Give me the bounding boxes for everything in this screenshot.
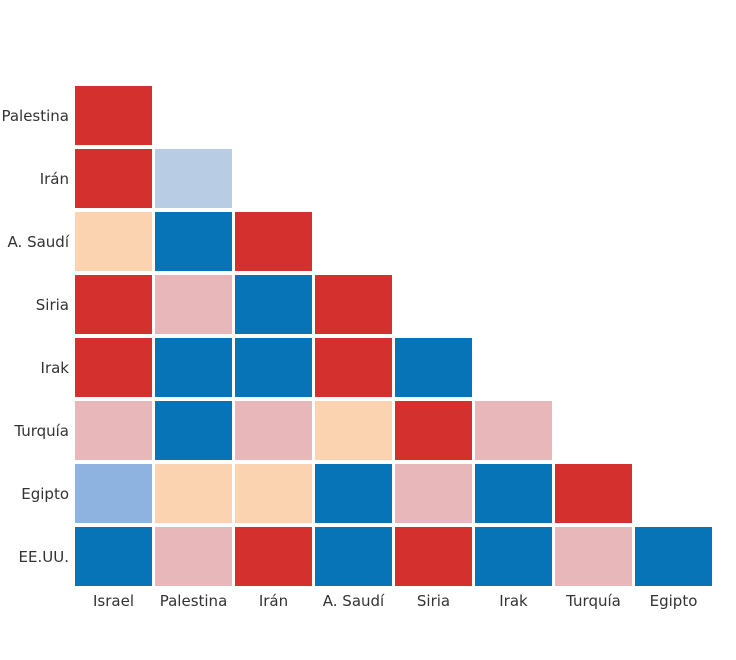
heatmap-cell[interactable] (75, 86, 152, 145)
heatmap-cell[interactable] (75, 275, 152, 334)
heatmap-cell[interactable] (635, 527, 712, 586)
heatmap-cell[interactable] (395, 401, 472, 460)
x-axis-label-turqu-a: Turquía (566, 592, 621, 610)
heatmap-cell[interactable] (315, 275, 392, 334)
heatmap-cell[interactable] (235, 275, 312, 334)
heatmap-cell[interactable] (315, 527, 392, 586)
heatmap-cell[interactable] (235, 338, 312, 397)
heatmap-cell[interactable] (75, 338, 152, 397)
heatmap-cell[interactable] (395, 338, 472, 397)
x-axis-label-a-saud-: A. Saudí (322, 592, 385, 610)
heatmap-cell[interactable] (75, 464, 152, 523)
y-axis-label-egipto: Egipto (21, 485, 69, 503)
y-axis-label-turqu-a: Turquía (14, 422, 69, 440)
heatmap-cell[interactable] (235, 527, 312, 586)
heatmap-cell[interactable] (155, 527, 232, 586)
y-axis-label-ee-uu-: EE.UU. (18, 548, 69, 566)
x-axis-label-egipto: Egipto (649, 592, 698, 610)
x-axis-label-ir-n: Irán (258, 592, 289, 610)
heatmap-cell[interactable] (475, 527, 552, 586)
y-axis-label-siria: Siria (35, 296, 69, 314)
heatmap-cell[interactable] (155, 464, 232, 523)
heatmap-cell[interactable] (155, 149, 232, 208)
heatmap-cell[interactable] (155, 401, 232, 460)
heatmap-cell[interactable] (155, 275, 232, 334)
heatmap-cell[interactable] (555, 464, 632, 523)
y-axis-label-ir-n: Irán (39, 170, 69, 188)
heatmap-cell[interactable] (75, 149, 152, 208)
heatmap-cell[interactable] (235, 212, 312, 271)
heatmap-cell[interactable] (75, 527, 152, 586)
heatmap-cell[interactable] (155, 338, 232, 397)
x-axis-label-palestina: Palestina (159, 592, 228, 610)
heatmap-cell[interactable] (395, 527, 472, 586)
heatmap-cell[interactable] (475, 464, 552, 523)
heatmap-cell[interactable] (315, 338, 392, 397)
heatmap-cell[interactable] (475, 401, 552, 460)
heatmap-cell[interactable] (315, 401, 392, 460)
x-axis-label-israel: Israel (93, 592, 134, 610)
x-axis-label-siria: Siria (416, 592, 451, 610)
y-axis-label-a-saud-: A. Saudí (7, 233, 69, 251)
heatmap-cell[interactable] (235, 464, 312, 523)
heatmap-cell[interactable] (555, 527, 632, 586)
heatmap-cell[interactable] (75, 401, 152, 460)
heatmap-cell[interactable] (75, 212, 152, 271)
heatmap-cell[interactable] (395, 464, 472, 523)
x-axis-label-irak: Irak (499, 592, 528, 610)
heatmap-cell[interactable] (235, 401, 312, 460)
y-axis-label-palestina: Palestina (1, 107, 69, 125)
heatmap-cell[interactable] (315, 464, 392, 523)
y-axis-label-irak: Irak (40, 359, 69, 377)
heatmap-cell[interactable] (155, 212, 232, 271)
